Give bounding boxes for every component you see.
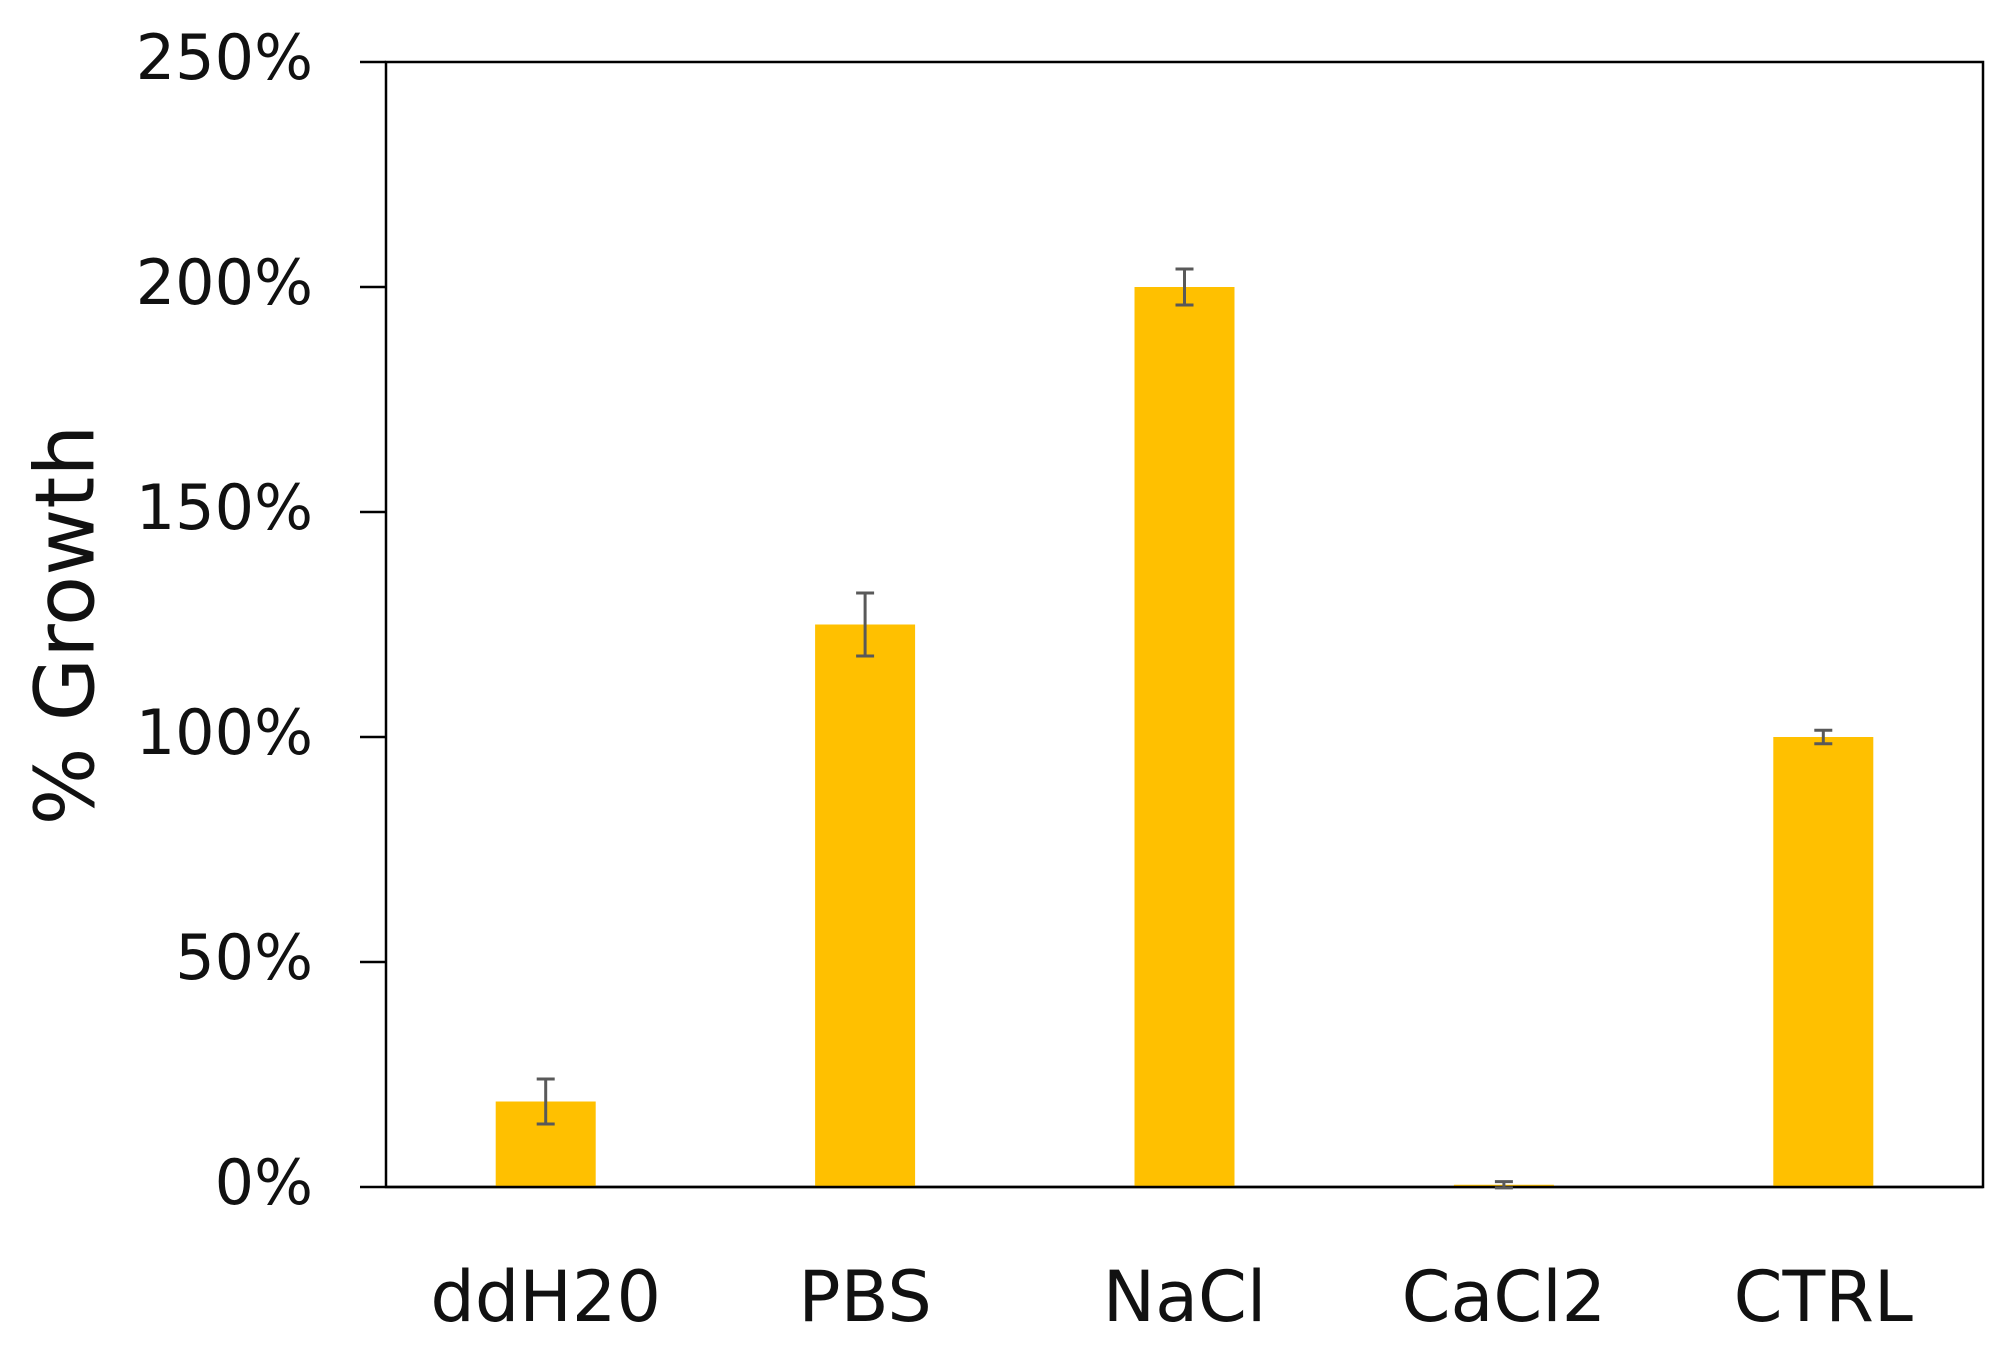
x-tick-label: CaCl2	[1402, 1256, 1607, 1338]
y-tick-label: 50%	[175, 921, 313, 994]
bar	[1134, 287, 1235, 1187]
error-bar	[1494, 1180, 1513, 1190]
y-tick-label: 200%	[136, 246, 313, 319]
x-tick-label: PBS	[798, 1256, 931, 1338]
x-tick-label: ddH20	[430, 1256, 661, 1338]
x-tick-label: CTRL	[1734, 1256, 1913, 1338]
error-bar	[536, 1077, 555, 1126]
bar	[815, 624, 916, 1187]
error-bar	[1175, 267, 1194, 307]
error-bar	[1814, 728, 1833, 746]
y-tick-label: 150%	[136, 471, 313, 544]
error-bar	[856, 591, 875, 658]
y-tick-label: 0%	[215, 1146, 313, 1219]
y-axis-title: % Growth	[18, 425, 113, 826]
x-tick-label: NaCl	[1103, 1256, 1267, 1338]
bar	[1773, 737, 1874, 1187]
y-tick-label: 100%	[136, 696, 313, 769]
y-tick-label: 250%	[136, 21, 313, 94]
